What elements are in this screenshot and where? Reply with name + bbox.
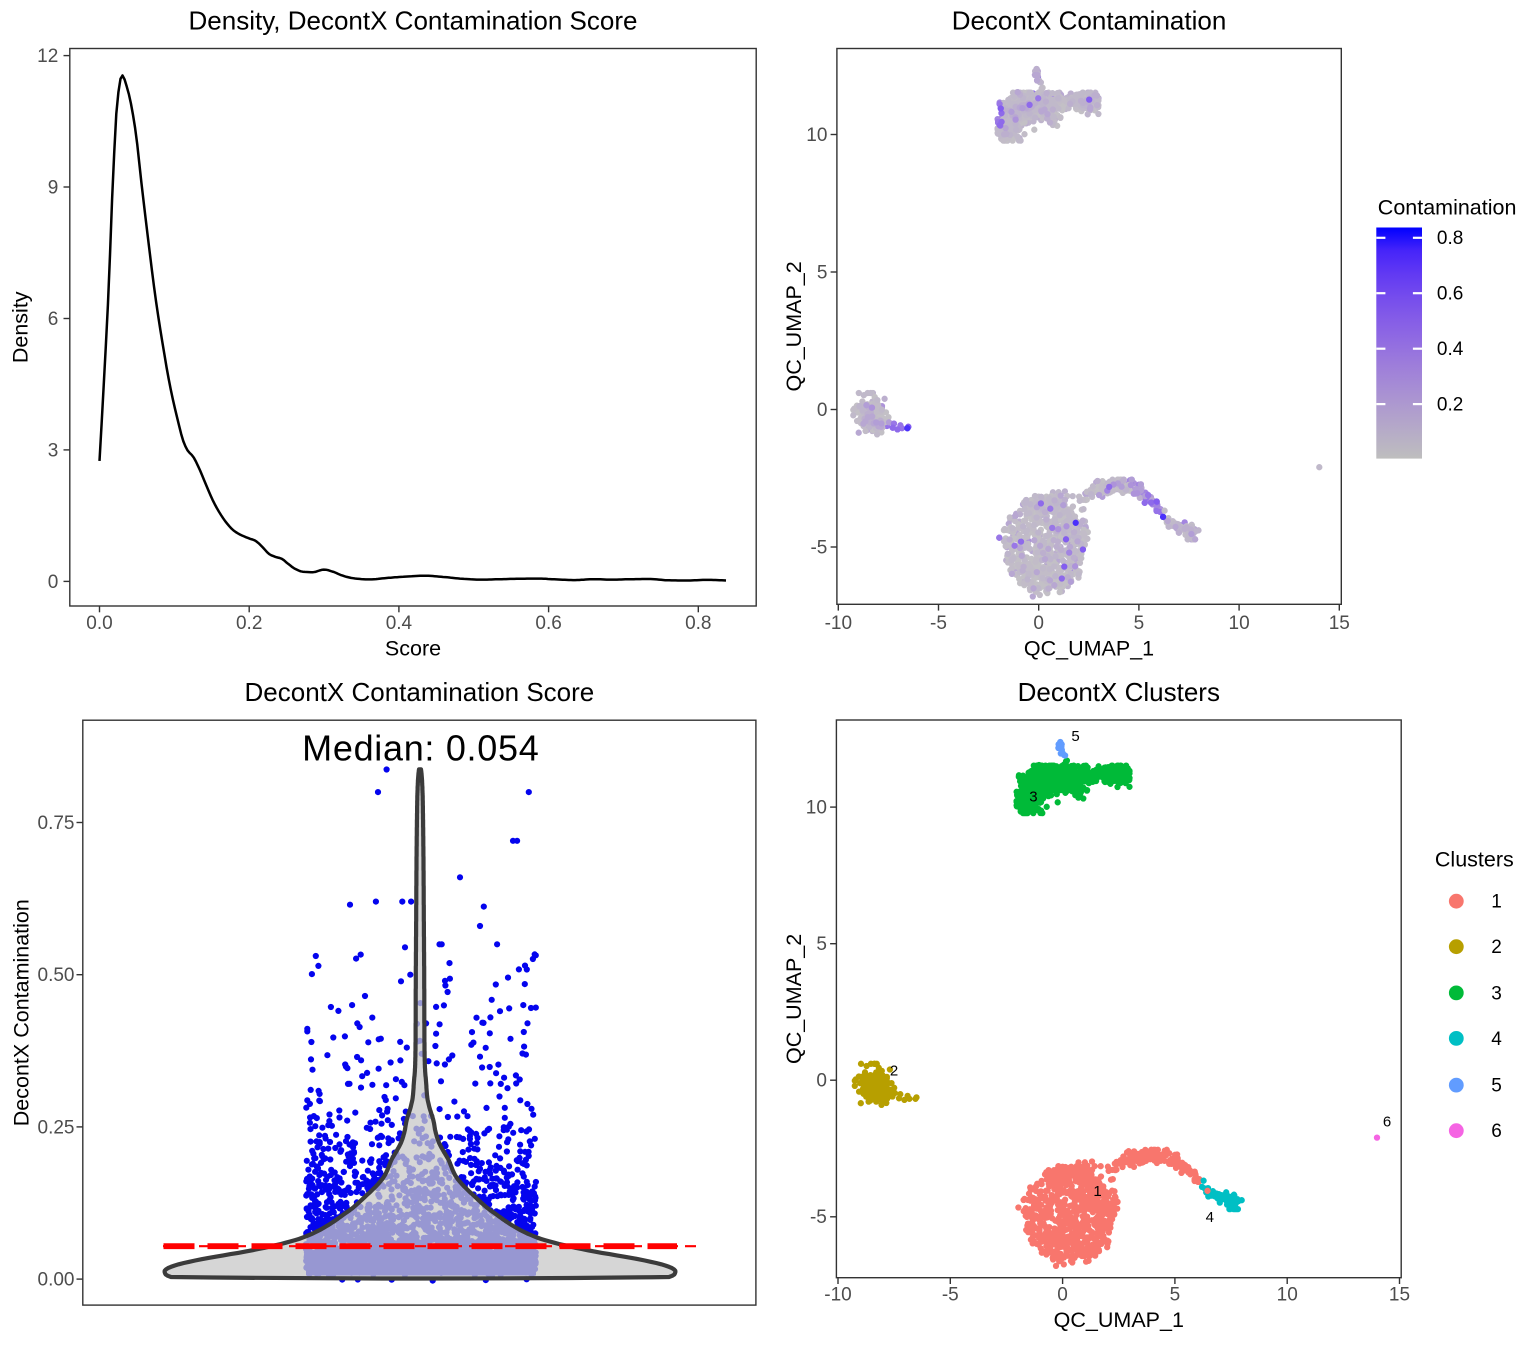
- svg-text:0: 0: [817, 400, 828, 421]
- svg-text:Density, DecontX Contamination: Density, DecontX Contamination Score: [189, 6, 638, 36]
- svg-text:12: 12: [37, 46, 58, 67]
- svg-text:Median: 0.054: Median: 0.054: [302, 728, 539, 769]
- svg-text:-10: -10: [825, 613, 852, 634]
- svg-text:0.2: 0.2: [1437, 395, 1463, 416]
- svg-text:6: 6: [48, 309, 59, 330]
- svg-text:0: 0: [1057, 1285, 1068, 1306]
- svg-text:10: 10: [1277, 1285, 1298, 1306]
- svg-text:-10: -10: [824, 1285, 851, 1306]
- svg-text:5: 5: [1071, 728, 1079, 745]
- svg-text:-5: -5: [942, 1285, 959, 1306]
- svg-text:0.00: 0.00: [38, 1270, 75, 1291]
- svg-text:1: 1: [1491, 892, 1502, 913]
- svg-text:DecontX Contamination: DecontX Contamination: [952, 6, 1227, 36]
- svg-text:15: 15: [1329, 613, 1350, 634]
- svg-text:Contamination: Contamination: [1378, 196, 1517, 220]
- svg-text:QC_UMAP_1: QC_UMAP_1: [1054, 1308, 1184, 1332]
- svg-text:0.4: 0.4: [1437, 339, 1464, 360]
- svg-text:0.6: 0.6: [1437, 284, 1463, 305]
- svg-text:2: 2: [1491, 937, 1502, 958]
- svg-text:10: 10: [806, 125, 827, 146]
- svg-text:0.0: 0.0: [86, 613, 112, 634]
- svg-text:0.4: 0.4: [386, 613, 413, 634]
- svg-text:DecontX Contamination Score: DecontX Contamination Score: [245, 677, 595, 707]
- svg-text:15: 15: [1389, 1285, 1410, 1306]
- svg-text:-5: -5: [810, 1207, 827, 1228]
- svg-text:-5: -5: [930, 613, 947, 634]
- svg-text:Score: Score: [385, 636, 441, 660]
- svg-text:3: 3: [48, 440, 59, 461]
- svg-text:10: 10: [806, 798, 827, 819]
- svg-text:6: 6: [1491, 1121, 1502, 1142]
- svg-text:0.8: 0.8: [685, 613, 711, 634]
- svg-text:-5: -5: [810, 537, 827, 558]
- svg-text:5: 5: [817, 262, 828, 283]
- svg-text:0.25: 0.25: [38, 1117, 75, 1138]
- svg-text:5: 5: [816, 934, 827, 955]
- svg-text:3: 3: [1029, 789, 1037, 806]
- svg-text:0: 0: [1033, 613, 1044, 634]
- svg-text:0.6: 0.6: [535, 613, 561, 634]
- svg-text:1: 1: [1093, 1183, 1101, 1200]
- svg-text:5: 5: [1134, 613, 1145, 634]
- svg-text:DecontX Contamination: DecontX Contamination: [10, 899, 34, 1126]
- svg-text:Clusters: Clusters: [1435, 848, 1514, 872]
- svg-text:4: 4: [1491, 1029, 1502, 1050]
- svg-text:9: 9: [48, 177, 59, 198]
- svg-text:4: 4: [1206, 1209, 1214, 1226]
- svg-text:6: 6: [1383, 1114, 1391, 1131]
- svg-text:QC_UMAP_1: QC_UMAP_1: [1024, 636, 1154, 660]
- svg-text:5: 5: [1170, 1285, 1181, 1306]
- svg-text:5: 5: [1491, 1076, 1502, 1097]
- svg-text:0.8: 0.8: [1437, 228, 1463, 249]
- svg-text:0.50: 0.50: [38, 965, 75, 986]
- svg-text:10: 10: [1229, 613, 1250, 634]
- svg-text:QC_UMAP_2: QC_UMAP_2: [782, 261, 806, 391]
- svg-text:0: 0: [816, 1071, 827, 1092]
- svg-text:DecontX Clusters: DecontX Clusters: [1018, 677, 1220, 707]
- svg-text:0.2: 0.2: [236, 613, 262, 634]
- svg-text:Density: Density: [9, 291, 33, 363]
- svg-text:2: 2: [890, 1062, 898, 1079]
- svg-text:0.75: 0.75: [38, 813, 75, 834]
- svg-text:0: 0: [48, 572, 59, 593]
- svg-text:3: 3: [1491, 983, 1502, 1004]
- svg-text:QC_UMAP_2: QC_UMAP_2: [782, 934, 806, 1064]
